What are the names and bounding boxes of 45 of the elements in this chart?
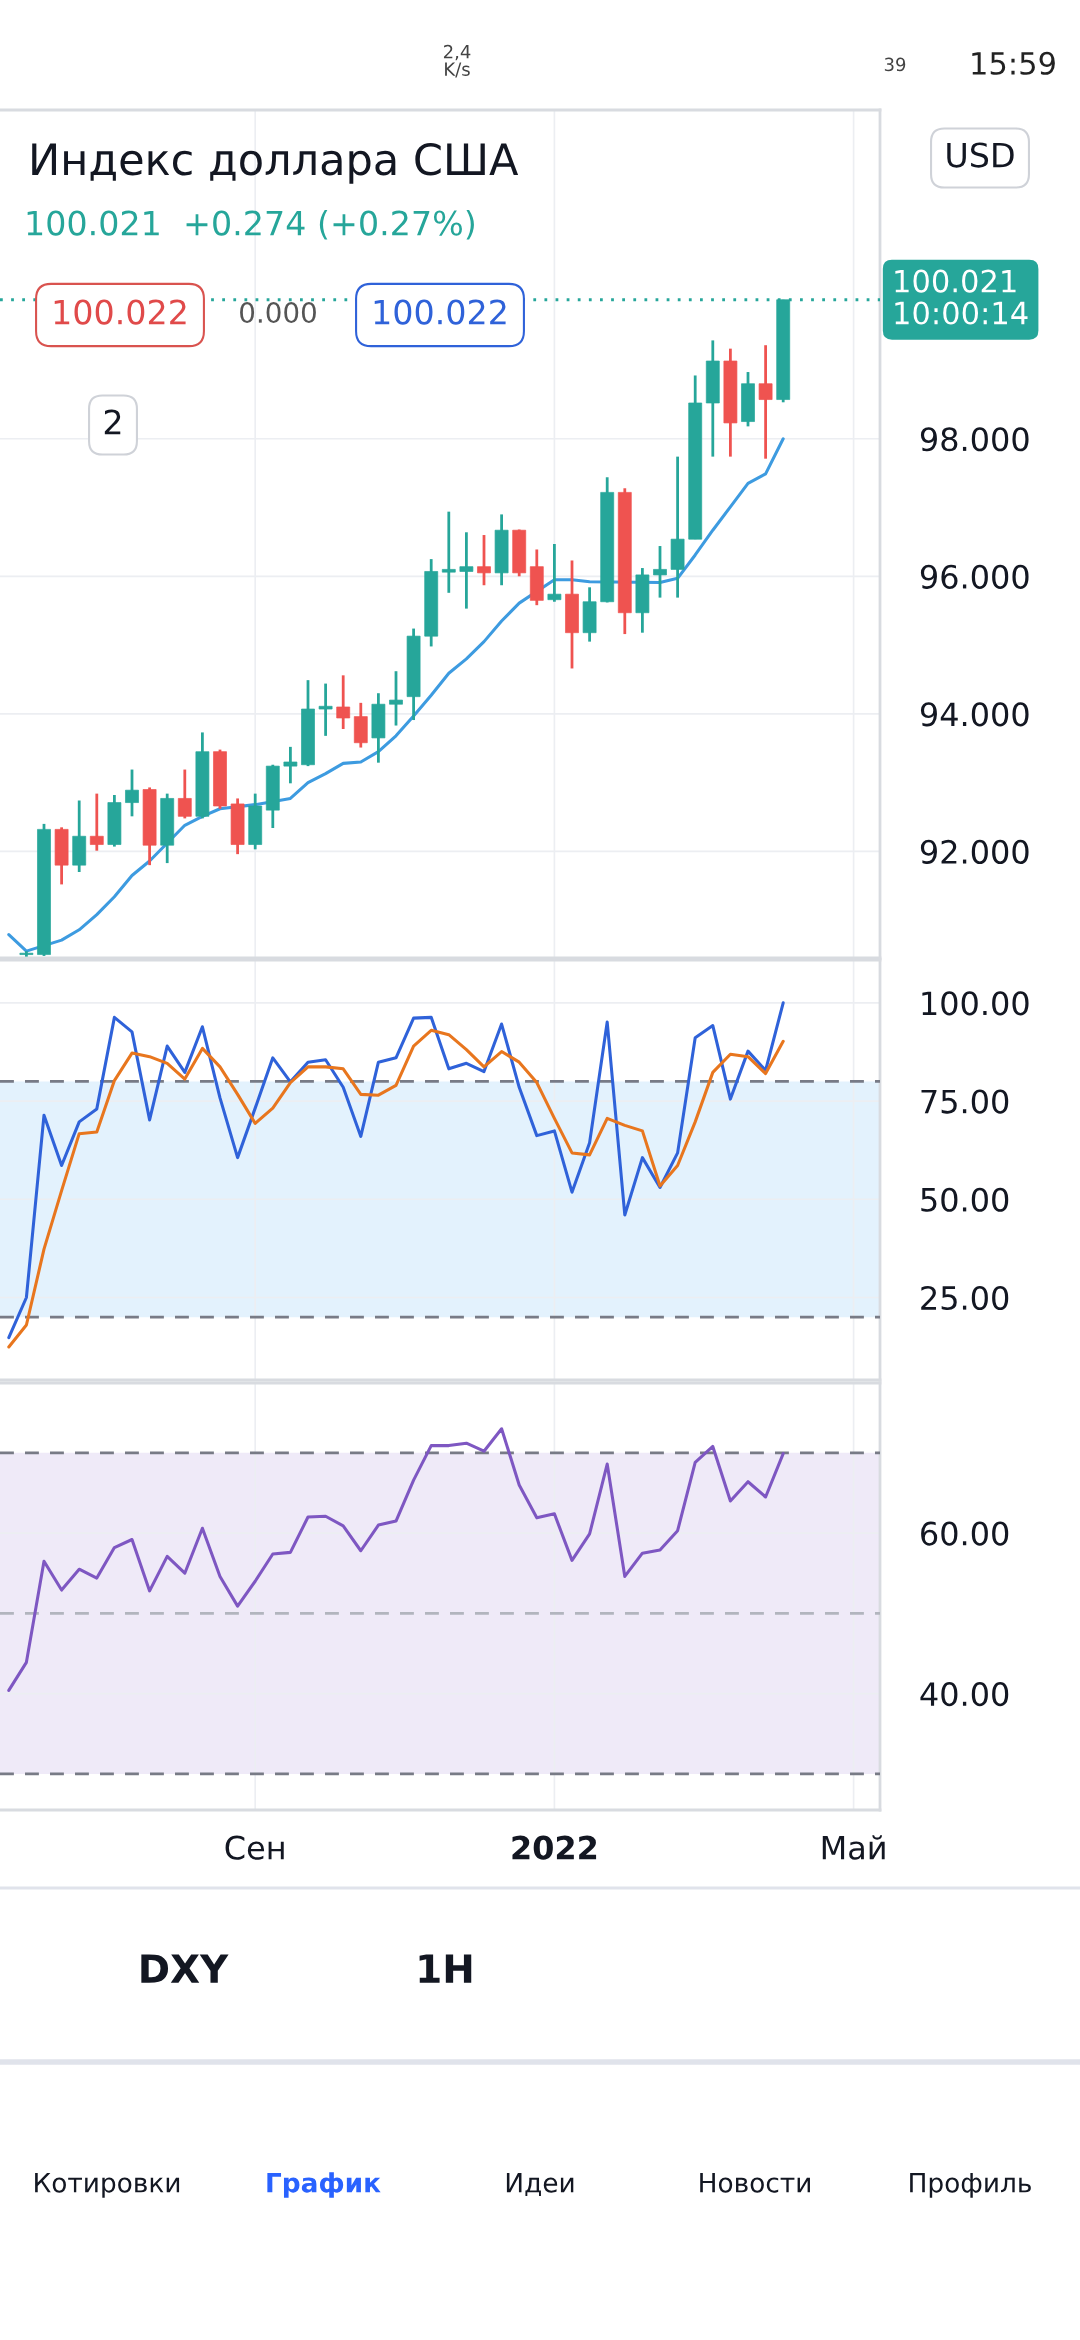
ref-line-label: 100.021 10:00:14: [895, 269, 1028, 325]
y-tick-label: 92.000: [920, 839, 1029, 864]
text: 15:59: [972, 51, 1055, 75]
text: Профиль: [910, 2173, 1031, 2198]
candlestick: [653, 544, 667, 600]
text: График: [267, 2172, 381, 2198]
annotation: 2: [104, 409, 121, 435]
candlestick: [547, 542, 562, 604]
line-series: [7, 1427, 785, 1692]
y-tick-label: 60.00: [921, 1521, 1009, 1546]
candlestick: [318, 682, 333, 738]
y-tick-label: 98.000: [920, 427, 1029, 452]
candlestick: [477, 533, 491, 587]
y-tick-label: 94.000: [920, 702, 1029, 727]
y-tick-label: 75.00: [921, 1089, 1009, 1114]
text: Новости: [700, 2173, 810, 2193]
annotation: 100.022: [374, 299, 506, 325]
text: 2,4 K/s: [443, 44, 471, 78]
x-tick-label: Май: [822, 1835, 885, 1860]
candlestick: [441, 510, 456, 595]
x-tick-label: 2022: [512, 1835, 597, 1860]
candlestick: [758, 343, 773, 461]
text: USD: [947, 142, 1014, 168]
annotation: 0.000: [240, 302, 316, 324]
text: Котировки: [35, 2173, 180, 2198]
text: Идеи: [506, 2173, 574, 2196]
candlestick: [389, 669, 403, 727]
annotation: 100.022: [54, 299, 186, 325]
y-tick-label: 25.00: [921, 1285, 1009, 1311]
x-tick-label: Сен: [225, 1835, 284, 1860]
candlestick: [89, 792, 104, 853]
candlestick: [177, 768, 192, 820]
text: 39: [884, 57, 906, 72]
y-tick-label: 50.00: [921, 1187, 1009, 1212]
candlestick: [125, 768, 139, 818]
text: Индекс доллара США: [32, 142, 519, 184]
y-tick-label: 96.000: [920, 564, 1029, 589]
text: 100.021 +0.274 (+0.27%): [27, 209, 474, 240]
y-tick-label: 100.00: [922, 991, 1029, 1016]
text: 1H: [419, 1954, 472, 1983]
y-tick-label: 40.00: [920, 1682, 1009, 1707]
candlestick: [336, 673, 351, 731]
candlestick: [459, 530, 474, 611]
text: DXY: [141, 1954, 229, 1983]
candlestick: [283, 745, 298, 785]
